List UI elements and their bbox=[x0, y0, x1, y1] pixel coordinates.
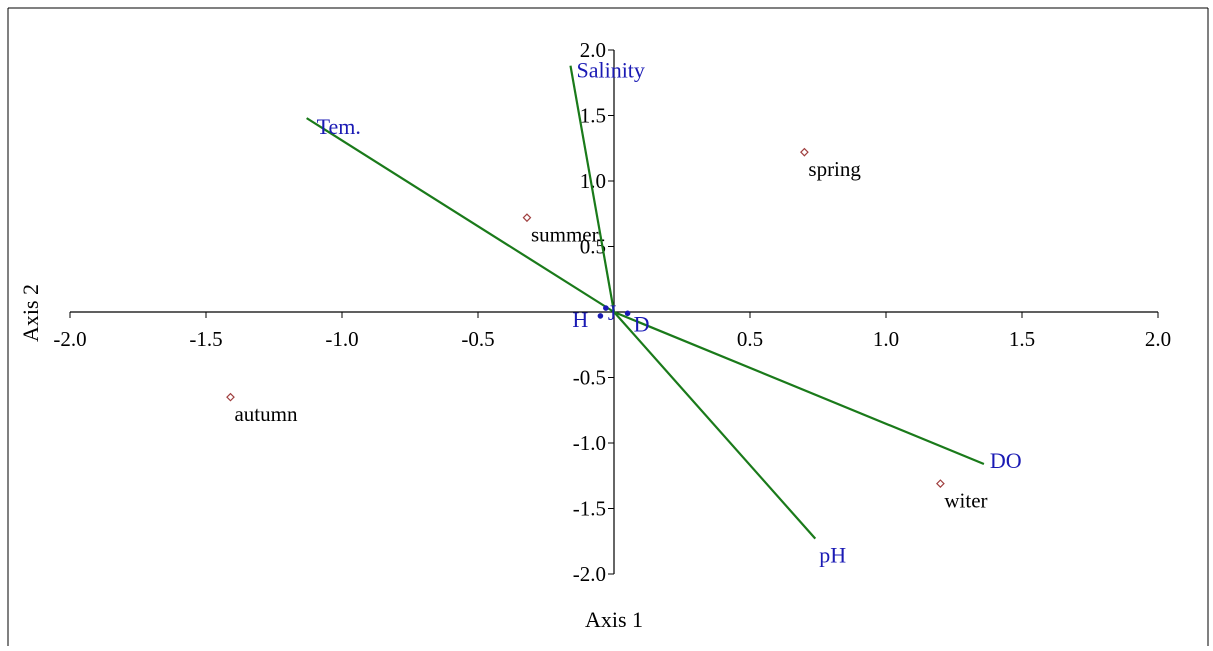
species-label: J bbox=[608, 300, 617, 325]
species-label: D bbox=[634, 311, 650, 336]
species-marker bbox=[603, 305, 609, 311]
site-marker bbox=[226, 392, 235, 402]
y-tick-label: 2.0 bbox=[580, 38, 606, 62]
y-axis-title: Axis 2 bbox=[18, 284, 43, 342]
site-label: autumn bbox=[234, 402, 297, 426]
environment-vectors: Salinity Tem. DO pH bbox=[306, 58, 1022, 568]
axes: -2.0 -1.5 -1.0 -0.5 0.5 1.0 1.5 2.02.01.51.00.5… bbox=[53, 38, 1171, 586]
vector-label: Salinity bbox=[576, 58, 644, 83]
species-marker bbox=[597, 313, 604, 319]
site-marker bbox=[522, 213, 532, 223]
x-tick-label: -0.5 bbox=[461, 327, 494, 351]
vector-line bbox=[569, 65, 616, 313]
site-marker bbox=[800, 147, 809, 157]
y-tick-label: 1.5 bbox=[580, 104, 606, 128]
x-tick-label: -1.0 bbox=[325, 327, 358, 351]
site-label: summer bbox=[531, 223, 599, 247]
x-tick-label: 1.5 bbox=[1009, 327, 1035, 351]
vector-line bbox=[613, 311, 817, 540]
x-tick-label: 1.0 bbox=[873, 327, 899, 351]
site-label: witer bbox=[944, 489, 987, 513]
vector-line bbox=[613, 310, 985, 465]
y-tick-label: -1.5 bbox=[573, 497, 606, 521]
site-points: spring summer autumn witer bbox=[226, 147, 988, 513]
species-label: H bbox=[572, 307, 588, 332]
x-tick-label: -2.0 bbox=[53, 327, 86, 351]
vector-line bbox=[306, 117, 615, 313]
y-tick-label: -0.5 bbox=[573, 366, 606, 390]
vector-label: DO bbox=[990, 448, 1022, 473]
y-tick-label: -2.0 bbox=[573, 562, 606, 586]
x-tick-label: 0.5 bbox=[737, 327, 763, 351]
x-tick-label: 2.0 bbox=[1145, 327, 1171, 351]
site-marker bbox=[936, 479, 945, 488]
x-tick-label: -1.5 bbox=[189, 327, 222, 351]
y-tick-label: -1.0 bbox=[573, 431, 606, 455]
site-label: spring bbox=[808, 157, 861, 181]
x-axis-title: Axis 1 bbox=[585, 607, 643, 632]
vector-label: Tem. bbox=[317, 114, 361, 139]
species-marker bbox=[624, 310, 631, 317]
vector-label: pH bbox=[819, 543, 846, 568]
